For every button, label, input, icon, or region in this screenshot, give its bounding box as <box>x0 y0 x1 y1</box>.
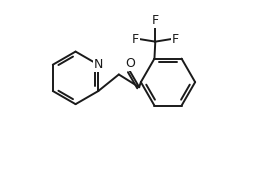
Text: O: O <box>125 57 135 70</box>
Text: N: N <box>94 58 103 71</box>
Text: F: F <box>132 33 139 46</box>
Text: F: F <box>172 33 179 46</box>
Text: F: F <box>152 14 159 27</box>
